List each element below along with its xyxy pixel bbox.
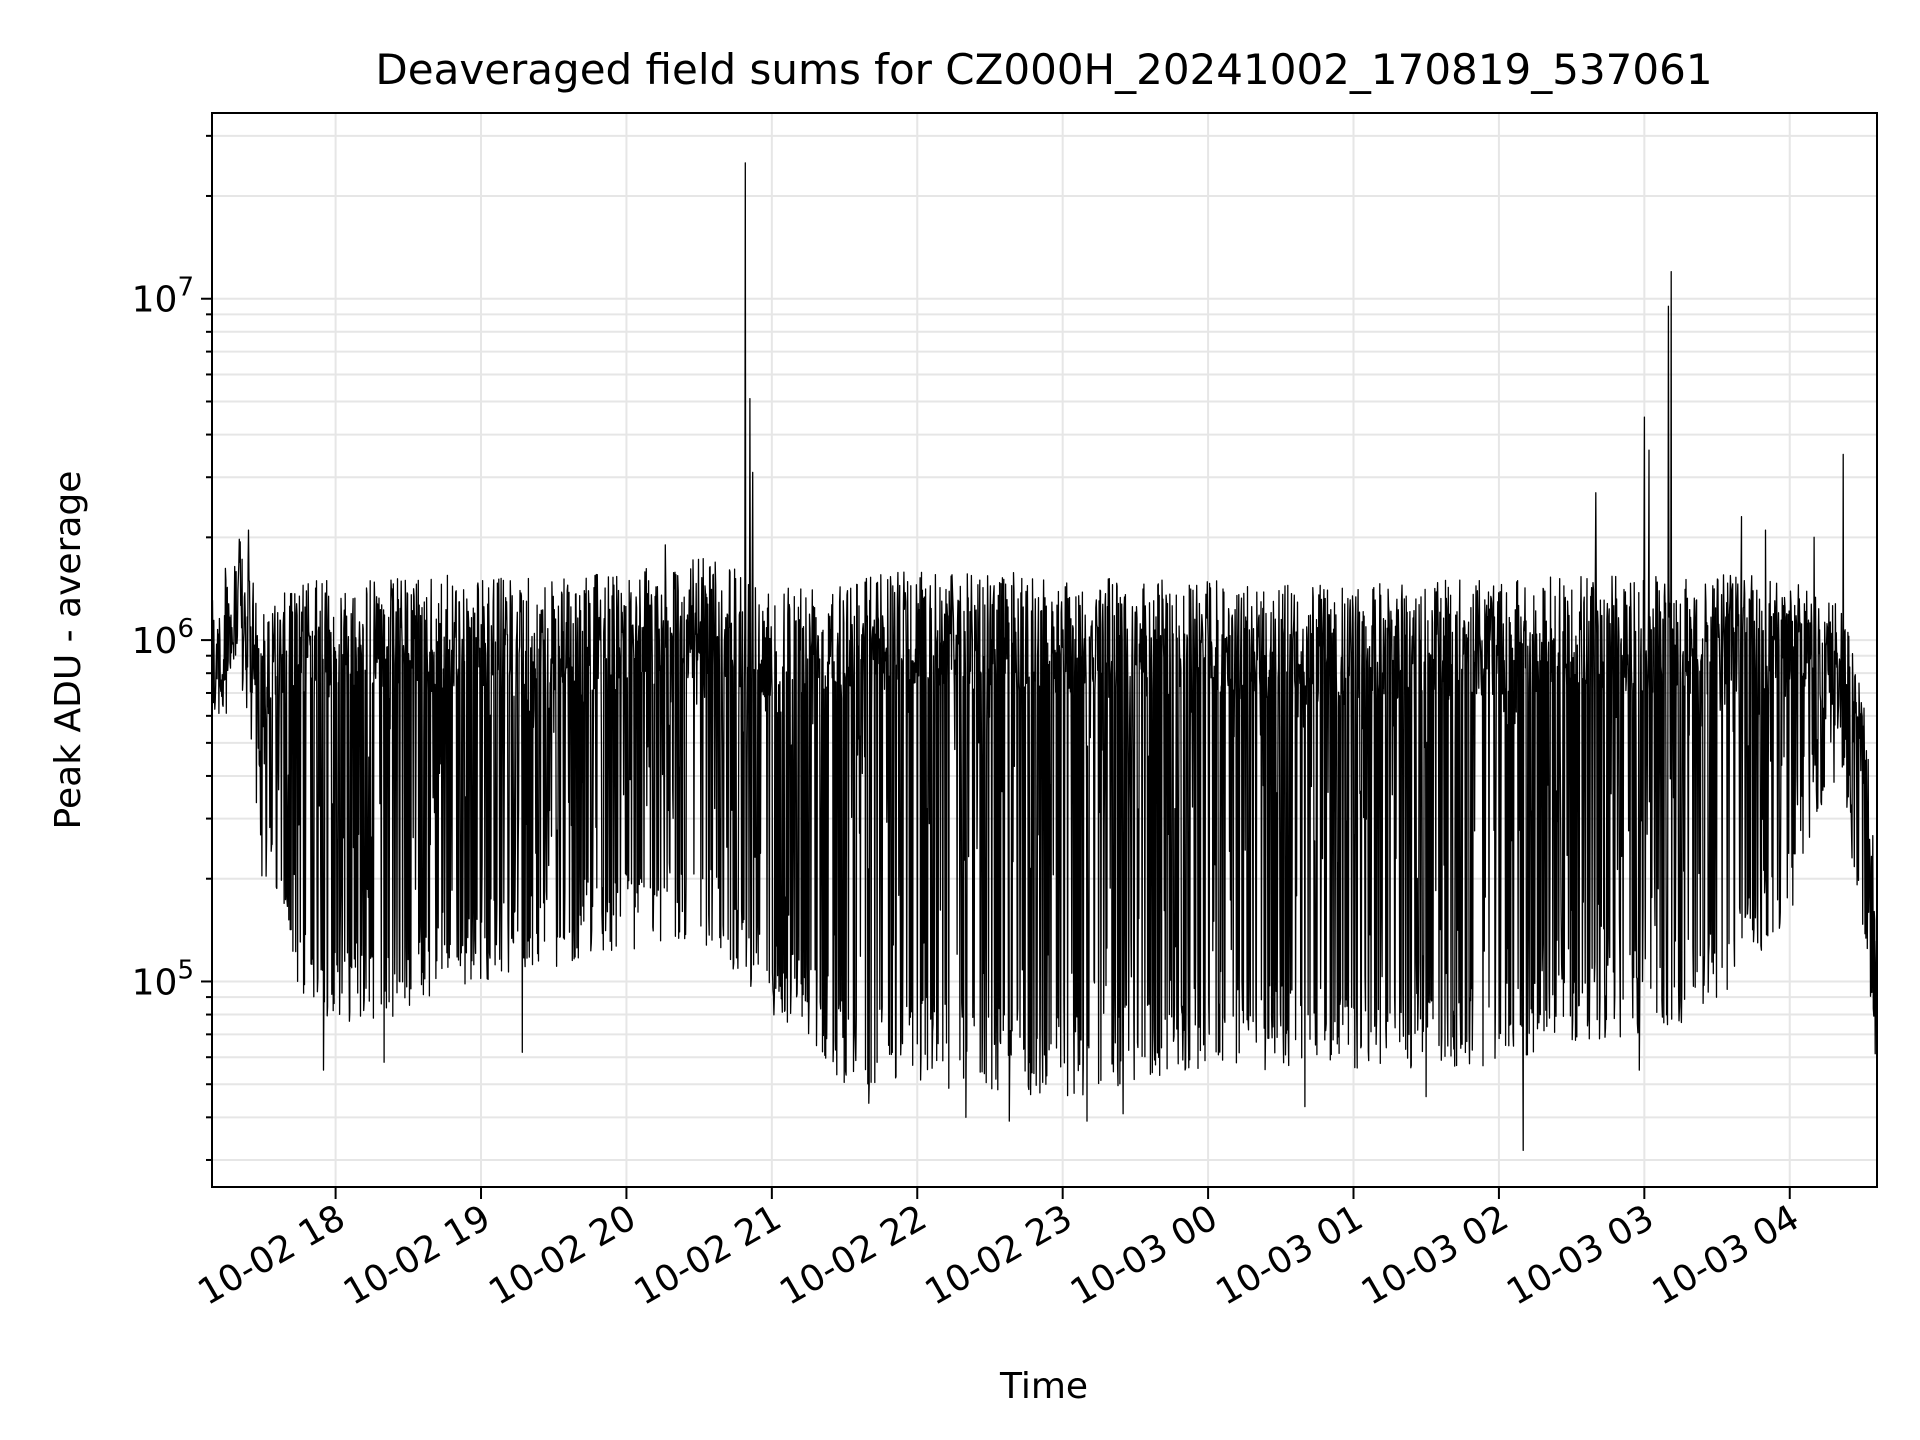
y-tick-label: 106 (132, 614, 194, 662)
chart-title: Deaveraged field sums for CZ000H_2024100… (375, 45, 1712, 94)
y-axis: 105 106 107 (132, 134, 212, 1161)
x-axis-label: Time (999, 1366, 1088, 1407)
series-path (211, 162, 1878, 1152)
y-axis-label: Peak ADU - average (48, 471, 89, 830)
y-tick-label: 107 (132, 273, 194, 321)
y-tick-label: 105 (132, 955, 194, 1003)
plot-frame (211, 112, 1878, 1188)
series-line (211, 162, 1878, 1152)
